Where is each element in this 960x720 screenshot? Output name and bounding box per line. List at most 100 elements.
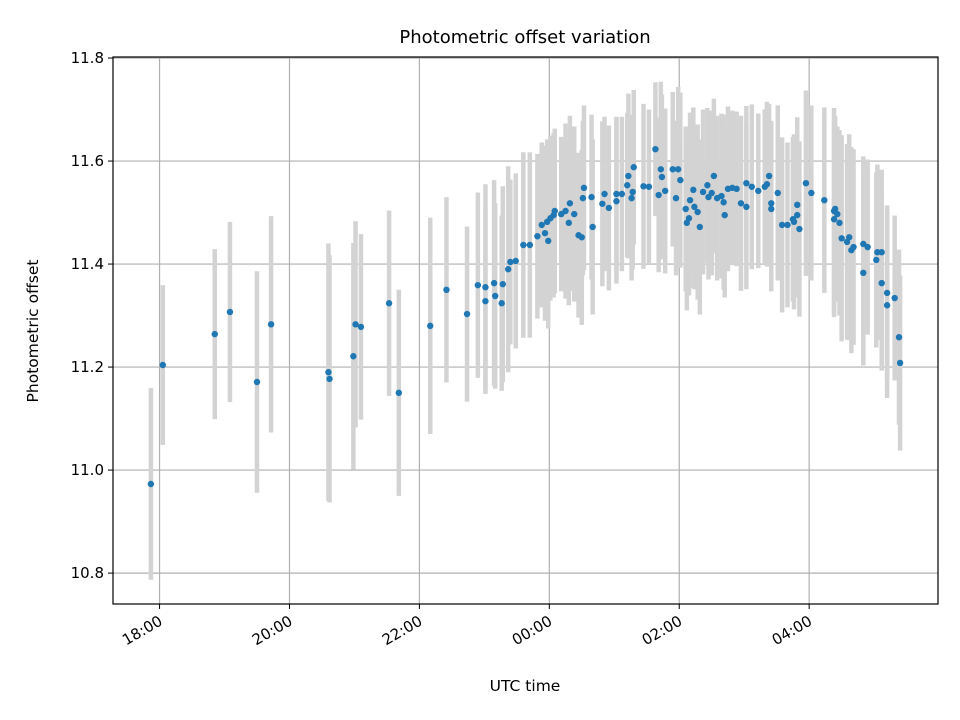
data-point [520,241,527,249]
data-point [821,196,828,204]
x-axis-label: UTC time [490,677,561,695]
data-point [891,294,898,302]
data-point [625,172,632,180]
data-point [526,241,534,249]
data-point [571,210,578,218]
data-point [831,205,839,213]
data-point [463,310,471,318]
data-point [482,297,489,305]
data-point [794,211,801,219]
y-tick-label: 11.2 [71,358,104,376]
y-tick-label: 11.4 [71,255,104,273]
data-point [658,173,666,181]
data-point [674,166,682,173]
chart-title: Photometric offset variation [399,27,650,48]
data-point [565,219,573,227]
data-point [562,207,569,215]
data-point [733,185,740,193]
data-point [551,207,558,215]
data-point [613,190,620,198]
data-point [686,196,694,204]
data-point [645,183,653,190]
data-point [541,229,549,237]
data-point [685,215,693,222]
data-point [491,292,499,300]
data-point [482,284,489,291]
y-axis-label: Photometric offset [24,260,42,403]
y-tick-label: 11.8 [71,49,104,67]
data-point [579,194,587,202]
data-point [790,218,798,226]
data-point [325,369,332,376]
data-point [657,166,665,173]
data-point [630,164,637,171]
data-point [655,191,662,199]
x-tick-label: 02:00 [639,612,685,649]
data-point [768,200,775,207]
data-point [267,321,275,328]
data-point [613,198,620,205]
data-point [864,243,871,251]
data-point [690,186,697,194]
data-point [350,353,357,360]
data-point [677,176,684,184]
data-point [784,221,791,229]
data-point [395,389,403,397]
data-point [896,359,904,367]
data-point [545,237,552,245]
y-tick-label: 11.0 [71,461,104,479]
data-point [763,181,771,188]
data-point [147,480,155,488]
data-point [618,190,626,198]
x-tick-label: 20:00 [249,612,295,649]
data-point [599,200,606,207]
data-point [578,234,585,241]
data-point [704,182,711,189]
data-point [774,189,781,197]
data-point [755,187,762,195]
data-point [427,322,434,330]
data-point [253,378,261,386]
x-tick-label: 22:00 [379,612,425,649]
data-point [159,361,167,369]
data-point [499,280,506,288]
data-point [802,179,810,187]
data-point [640,183,647,190]
data-point [768,205,775,213]
data-point [860,269,867,277]
y-axis-ticks: 10.8 11.0 11.2 11.4 11.6 11.8 [71,49,113,582]
data-point [357,323,365,331]
data-point [721,211,728,219]
x-tick-label: 04:00 [769,612,815,649]
data-point [883,302,891,309]
data-point [718,192,725,200]
data-point [737,200,745,207]
data-point [628,194,635,202]
data-point [878,249,885,256]
data-point [895,333,903,341]
data-point [794,201,801,209]
data-point [507,258,514,266]
data-point [443,286,450,294]
data-point [748,183,755,190]
data-point [652,145,659,153]
data-point [498,300,505,307]
data-point [846,234,853,241]
data-point [588,193,595,201]
data-point [624,182,631,189]
data-point [601,190,608,198]
data-point [385,300,393,307]
data-point [873,256,880,264]
data-point [883,289,891,297]
data-point [566,200,574,207]
data-point [765,172,773,180]
data-points [147,145,904,488]
data-point [534,233,541,240]
data-point [708,189,715,197]
data-point [326,375,333,383]
data-point [699,188,707,196]
plot-frame [112,56,939,605]
data-point [710,172,718,180]
data-point [538,221,545,229]
